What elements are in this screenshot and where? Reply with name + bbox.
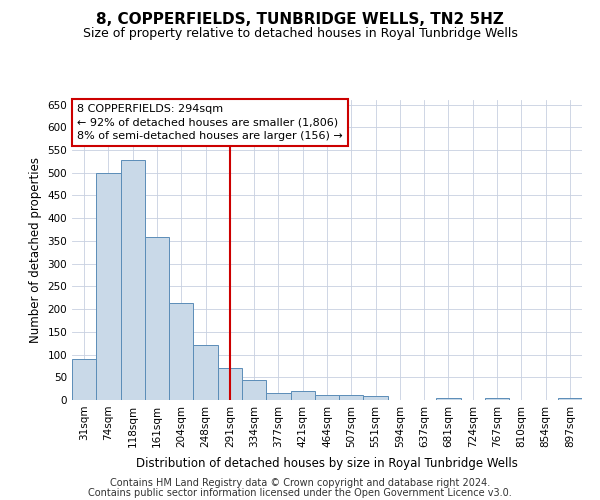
Bar xyxy=(339,395,364,400)
Text: 8, COPPERFIELDS, TUNBRIDGE WELLS, TN2 5HZ: 8, COPPERFIELDS, TUNBRIDGE WELLS, TN2 5H… xyxy=(96,12,504,28)
Y-axis label: Number of detached properties: Number of detached properties xyxy=(29,157,42,343)
Bar xyxy=(169,303,193,400)
Bar xyxy=(436,398,461,400)
Bar xyxy=(485,398,509,400)
Bar xyxy=(96,172,121,400)
Text: Size of property relative to detached houses in Royal Tunbridge Wells: Size of property relative to detached ho… xyxy=(83,28,517,40)
Text: Distribution of detached houses by size in Royal Tunbridge Wells: Distribution of detached houses by size … xyxy=(136,458,518,470)
Bar xyxy=(218,368,242,400)
Text: 8 COPPERFIELDS: 294sqm
← 92% of detached houses are smaller (1,806)
8% of semi-d: 8 COPPERFIELDS: 294sqm ← 92% of detached… xyxy=(77,104,343,141)
Bar xyxy=(145,238,169,400)
Bar xyxy=(364,396,388,400)
Text: Contains HM Land Registry data © Crown copyright and database right 2024.: Contains HM Land Registry data © Crown c… xyxy=(110,478,490,488)
Bar xyxy=(266,392,290,400)
Bar xyxy=(242,380,266,400)
Bar xyxy=(72,359,96,400)
Bar xyxy=(315,396,339,400)
Text: Contains public sector information licensed under the Open Government Licence v3: Contains public sector information licen… xyxy=(88,488,512,498)
Bar xyxy=(290,392,315,400)
Bar xyxy=(193,344,218,400)
Bar xyxy=(558,398,582,400)
Bar xyxy=(121,160,145,400)
